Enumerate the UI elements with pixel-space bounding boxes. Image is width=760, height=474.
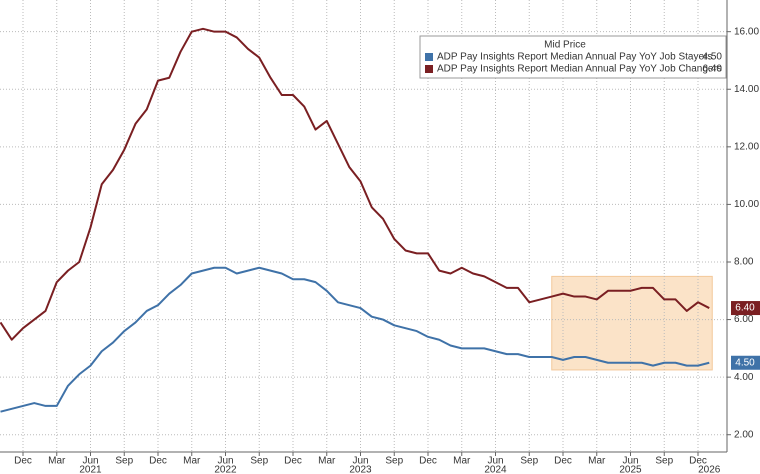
y-tick-label: 16.00 bbox=[734, 26, 759, 37]
x-tick-label: Mar bbox=[183, 456, 201, 467]
legend-value: 4.50 bbox=[703, 52, 723, 63]
legend-label: ADP Pay Insights Report Median Annual Pa… bbox=[437, 52, 712, 63]
y-tick-label: 4.00 bbox=[734, 372, 754, 383]
legend-title: Mid Price bbox=[544, 40, 586, 51]
x-tick-label: Dec bbox=[689, 456, 707, 467]
x-tick-label: Dec bbox=[149, 456, 167, 467]
x-tick-label: Sep bbox=[115, 456, 133, 467]
legend-swatch bbox=[425, 53, 433, 61]
value-label: 6.40 bbox=[735, 303, 755, 314]
legend-label: ADP Pay Insights Report Median Annual Pa… bbox=[437, 64, 722, 75]
x-tick-label: Mar bbox=[48, 456, 66, 467]
value-label: 4.50 bbox=[735, 357, 755, 368]
x-tick-label: Sep bbox=[520, 456, 538, 467]
y-tick-label: 6.00 bbox=[734, 314, 754, 325]
x-tick-label: Sep bbox=[385, 456, 403, 467]
y-tick-label: 12.00 bbox=[734, 141, 759, 152]
y-tick-label: 14.00 bbox=[734, 84, 759, 95]
x-tick-label: Sep bbox=[250, 456, 268, 467]
x-year-label: 2024 bbox=[484, 465, 507, 474]
series-line bbox=[0, 266, 710, 413]
x-tick-label: Jun bbox=[82, 456, 98, 467]
series-line bbox=[0, 27, 710, 341]
x-year-label: 2021 bbox=[79, 465, 102, 474]
x-tick-label: Mar bbox=[588, 456, 606, 467]
x-tick-label: Dec bbox=[14, 456, 32, 467]
value-tag bbox=[731, 301, 760, 316]
x-tick-label: Jun bbox=[487, 456, 503, 467]
x-tick-label: Jun bbox=[622, 456, 638, 467]
x-tick-label: Dec bbox=[419, 456, 437, 467]
x-tick-label: Jun bbox=[352, 456, 368, 467]
x-tick-label: Jun bbox=[217, 456, 233, 467]
x-tick-label: Mar bbox=[453, 456, 471, 467]
value-tag bbox=[731, 355, 760, 370]
x-year-label: 2023 bbox=[349, 465, 372, 474]
x-year-label: 2025 bbox=[619, 465, 642, 474]
x-tick-label: Sep bbox=[655, 456, 673, 467]
legend-swatch bbox=[425, 65, 433, 73]
y-tick-label: 10.00 bbox=[734, 199, 759, 210]
highlight-box bbox=[551, 275, 713, 371]
y-tick-label: 8.00 bbox=[734, 257, 754, 268]
x-year-label: 2022 bbox=[214, 465, 237, 474]
legend-value: 6.40 bbox=[703, 64, 723, 75]
y-tick-label: 2.00 bbox=[734, 429, 754, 440]
x-tick-label: Dec bbox=[554, 456, 572, 467]
legend-box bbox=[419, 35, 727, 79]
x-year-label: 2026 bbox=[698, 465, 721, 474]
x-tick-label: Mar bbox=[318, 456, 336, 467]
x-tick-label: Dec bbox=[284, 456, 302, 467]
